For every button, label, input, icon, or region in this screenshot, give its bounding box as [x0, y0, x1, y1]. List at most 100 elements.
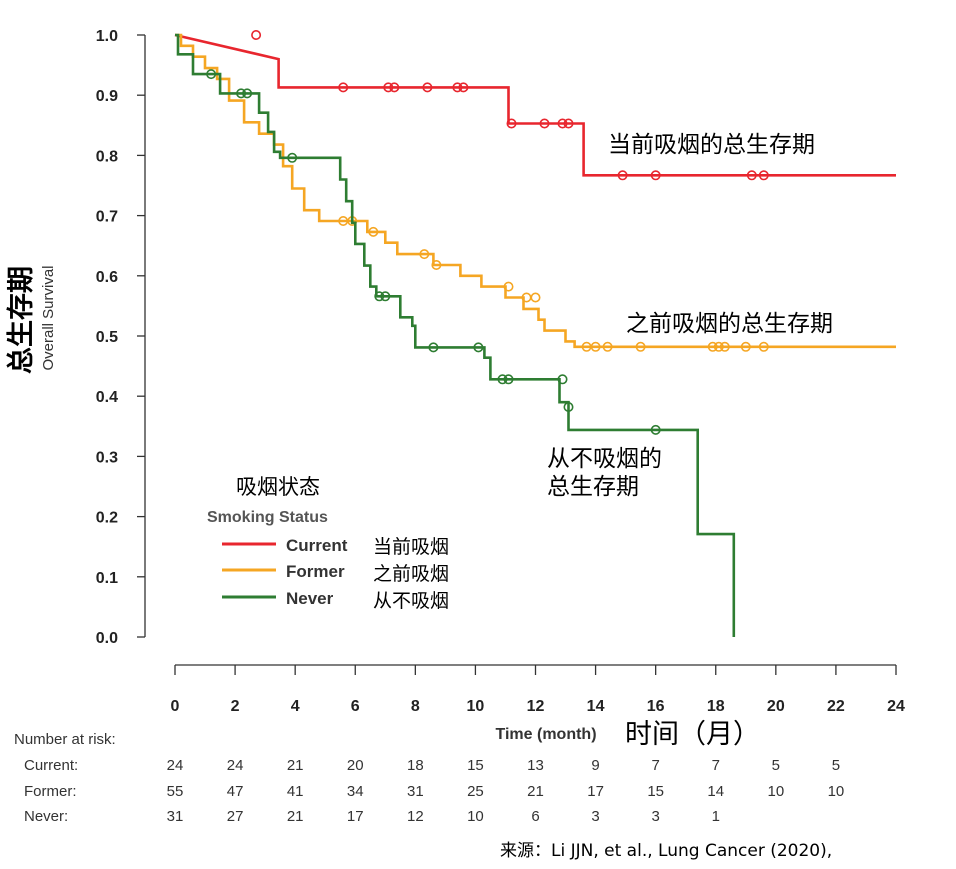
censor-mark-current	[452, 82, 463, 93]
risk-cell: 3	[591, 808, 599, 825]
legend-label-never: Never	[286, 589, 334, 608]
x-tick-label: 0	[171, 698, 180, 715]
censor-mark-never	[374, 291, 385, 302]
risk-cell: 10	[767, 783, 784, 800]
censor-mark-former	[602, 341, 613, 352]
risk-cell: 31	[407, 783, 424, 800]
legend-entry-current: Current 当前吸烟	[222, 536, 449, 558]
censor-mark-current	[383, 82, 394, 93]
annotation-current: 当前吸烟的总生存期	[608, 132, 815, 158]
censor-mark-never	[242, 88, 253, 99]
annotation-never-line2: 总生存期	[547, 474, 639, 500]
legend-title: Smoking Status	[207, 509, 328, 526]
risk-cell: 5	[772, 757, 780, 774]
legend-label-current-cn: 当前吸烟	[373, 536, 449, 558]
censor-mark-never	[206, 69, 217, 80]
risk-cell: 21	[287, 757, 304, 774]
censor-mark-former	[419, 249, 430, 260]
legend-label-never-cn: 从不吸烟	[373, 590, 449, 612]
risk-table-row: Never: 31 27 21 17 12 10 6 3 3 1	[24, 808, 720, 825]
risk-cell: 21	[287, 808, 304, 825]
censor-mark-never	[650, 424, 661, 435]
curve-former	[175, 33, 896, 349]
censor-mark-never	[557, 374, 568, 385]
censor-mark-current	[650, 170, 661, 181]
y-tick-label: 0.1	[96, 570, 118, 587]
risk-cell: 5	[832, 757, 840, 774]
y-tick-label: 0.3	[96, 449, 118, 466]
legend-entry-never: Never 从不吸烟	[222, 589, 449, 612]
censor-mark-never	[563, 401, 574, 412]
censor-mark-former	[530, 292, 541, 303]
censor-mark-former	[431, 259, 442, 270]
risk-cell: 20	[347, 757, 364, 774]
risk-cell: 7	[712, 757, 720, 774]
y-axis-label: Overall Survival	[40, 265, 57, 370]
censor-mark-never	[236, 88, 247, 99]
risk-cell: 10	[828, 783, 845, 800]
risk-cell: 21	[527, 783, 544, 800]
risk-cell: 3	[651, 808, 659, 825]
censor-mark-never	[428, 342, 439, 353]
x-axis-label-cn: 时间（月）	[625, 719, 760, 750]
legend-label-current: Current	[286, 536, 348, 555]
risk-cell: 24	[167, 757, 184, 774]
censor-mark-current	[338, 82, 349, 93]
censor-mark-former	[707, 341, 718, 352]
censor-mark-never	[473, 342, 484, 353]
y-tick-label: 0.2	[96, 510, 118, 527]
survival-curves	[174, 29, 896, 637]
risk-cell: 10	[467, 808, 484, 825]
censor-mark-current	[746, 170, 757, 181]
risk-cell: 47	[227, 783, 244, 800]
risk-cell: 14	[707, 783, 724, 800]
risk-cell: 41	[287, 783, 304, 800]
y-tick-label: 0.8	[96, 148, 118, 165]
risk-cell: 27	[227, 808, 244, 825]
censor-mark-former	[740, 341, 751, 352]
risk-cell: 55	[167, 783, 184, 800]
risk-cell: 15	[647, 783, 664, 800]
censor-mark-former	[503, 281, 514, 292]
censor-mark-current	[458, 82, 469, 93]
x-tick-label: 18	[707, 698, 725, 715]
censor-mark-current	[422, 82, 433, 93]
censor-mark-former	[758, 341, 769, 352]
y-tick-label: 0.5	[96, 329, 118, 346]
censor-mark-former	[719, 341, 730, 352]
risk-cell: 17	[587, 783, 604, 800]
risk-table-title: Number at risk:	[14, 731, 116, 748]
risk-table-row: Current: 24 24 21 20 18 15 13 9 7 7 5 5	[24, 757, 840, 774]
legend-label-former-cn: 之前吸烟	[373, 563, 449, 585]
risk-cell: 7	[651, 757, 659, 774]
censor-mark-never	[287, 152, 298, 163]
risk-cell: 1	[712, 808, 720, 825]
risk-cell: 13	[527, 757, 544, 774]
annotation-former: 之前吸烟的总生存期	[626, 311, 833, 337]
risk-row-label: Never:	[24, 808, 68, 825]
annotation-never-line1: 从不吸烟的	[547, 446, 662, 472]
x-tick-label: 14	[587, 698, 605, 715]
risk-cell: 17	[347, 808, 364, 825]
x-tick-label: 10	[467, 698, 485, 715]
x-tick-label: 12	[527, 698, 545, 715]
censor-mark-never	[503, 374, 514, 385]
x-tick-label: 6	[351, 698, 360, 715]
censor-mark-never	[497, 374, 508, 385]
censor-mark-current	[563, 118, 574, 129]
censor-mark-current	[389, 82, 400, 93]
censor-mark-current	[539, 118, 550, 129]
x-tick-label: 16	[647, 698, 665, 715]
x-tick-label: 8	[411, 698, 420, 715]
y-tick-label: 0.0	[96, 630, 118, 647]
legend-label-former: Former	[286, 562, 345, 581]
risk-cell: 31	[167, 808, 184, 825]
censor-mark-current	[617, 170, 628, 181]
censor-mark-never	[380, 291, 391, 302]
censor-mark-current	[251, 29, 262, 40]
y-tick-label: 0.4	[96, 389, 118, 406]
x-tick-label: 22	[827, 698, 845, 715]
x-axis-label: Time (month)	[495, 726, 596, 743]
risk-cell: 15	[467, 757, 484, 774]
